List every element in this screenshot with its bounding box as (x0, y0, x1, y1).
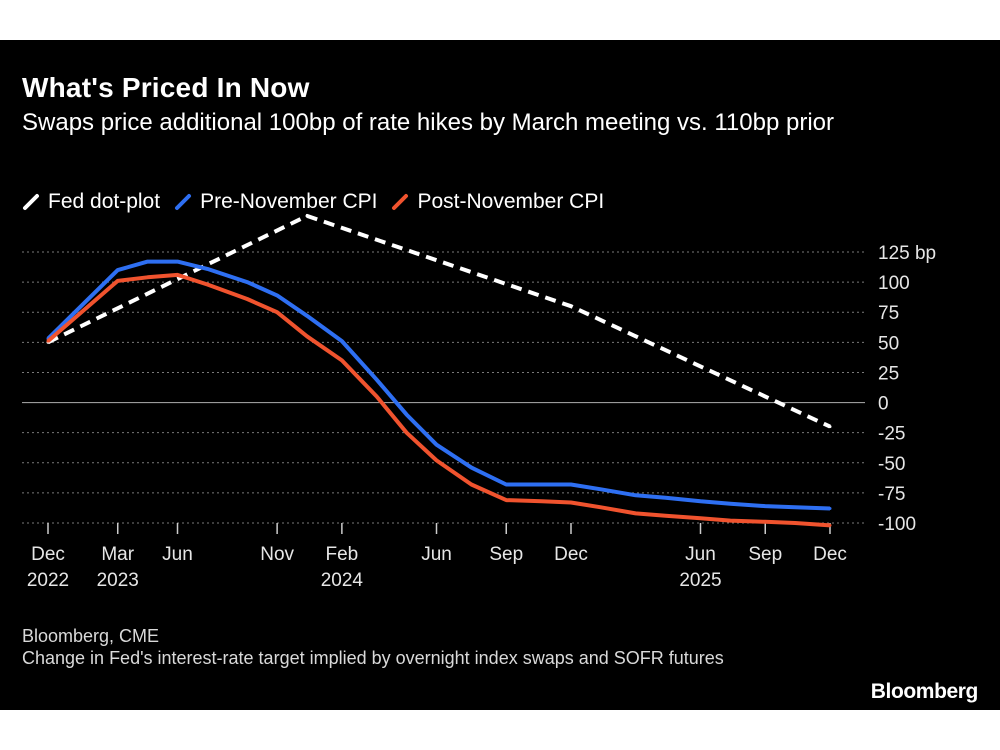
source-line: Bloomberg, CME (22, 626, 160, 646)
data-point-pre-november-cpi-2023-11-01 (275, 293, 279, 297)
data-point-pre-november-cpi-2025-12-17 (828, 507, 832, 510)
chart-subtitle: Swaps price additional 100bp of rate hik… (22, 109, 835, 136)
x-tick-year-2022: 2022 (27, 570, 69, 591)
data-point-pre-november-cpi-2024-06-12 (435, 443, 438, 447)
x-tick-label-mar-2023-03-22: Mar (101, 544, 134, 565)
x-tick-label-sep-2025-09-17: Sep (748, 544, 782, 565)
x-tick-label-sep-2024-09-18: Sep (489, 544, 523, 565)
x-tick-label-dec-2025-12-17: Dec (813, 544, 847, 565)
y-tick-label-25: -25 (878, 424, 905, 445)
data-point-pre-november-cpi-2023-06-14 (176, 260, 179, 264)
legend-item-fed-dot-plot: Fed dot-plot (22, 190, 160, 214)
data-point-post-november-cpi-2023-06-14 (176, 273, 179, 277)
y-tick-label-125-bp: 125 bp (878, 243, 936, 264)
y-tick-label-100: 100 (878, 273, 910, 294)
data-point-post-november-cpi-2025-09-17 (763, 520, 767, 524)
data-point-pre-november-cpi-2023-05-03 (146, 260, 150, 264)
series-line-pre-november-cpi (46, 259, 831, 511)
data-point-pre-november-cpi-2025-03-19 (634, 493, 638, 497)
x-tick-label-jun-2023-06-14: Jun (162, 544, 193, 565)
series-line-post-november-cpi (46, 272, 831, 528)
data-point-pre-november-cpi-2024-09-18 (504, 483, 508, 486)
y-tick-label-50: 50 (878, 333, 899, 354)
x-tick-year-2024: 2024 (321, 570, 364, 591)
data-point-post-november-cpi-2024-09-18 (504, 498, 508, 502)
data-point-post-november-cpi-2023-12-13 (305, 334, 309, 338)
data-point-post-november-cpi-2022-12-14 (46, 339, 50, 343)
legend-item-post-november-cpi: Post-November CPI (391, 190, 604, 214)
y-tick-label-100: -100 (878, 514, 916, 535)
data-point-post-november-cpi-2024-07-31 (469, 483, 473, 486)
data-point-pre-november-cpi-2024-12-18 (569, 483, 573, 486)
data-point-pre-november-cpi-2025-10-29 (793, 505, 797, 509)
data-point-fed-dot-plot-2025-12-17 (828, 425, 832, 429)
x-tick-label-jun-2024-06-12: Jun (421, 544, 452, 565)
y-tick-label-75: -75 (878, 484, 905, 505)
footnote-text: Change in Fed's interest-rate target imp… (22, 648, 724, 668)
chart-card: What's Priced In Now Swaps price additio… (0, 40, 1000, 710)
legend: Fed dot-plot Pre-November CPI Post-Novem… (22, 188, 618, 216)
data-point-post-november-cpi-2025-10-29 (793, 521, 797, 525)
data-point-pre-november-cpi-2025-06-18 (699, 499, 702, 503)
y-tick-label-50: -50 (878, 454, 905, 475)
data-point-post-november-cpi-2025-07-30 (728, 519, 732, 523)
data-point-post-november-cpi-2023-11-01 (275, 310, 279, 314)
data-point-pre-november-cpi-2023-07-26 (205, 267, 209, 271)
x-tick-label-dec-2022-12-14: Dec (31, 544, 65, 565)
data-point-pre-november-cpi-2023-12-13 (305, 314, 309, 318)
x-tick-year-2023: 2023 (97, 570, 139, 591)
data-point-pre-november-cpi-2024-05-01 (405, 413, 409, 417)
data-point-post-november-cpi-2025-06-18 (699, 516, 702, 520)
x-tick-label-feb-2024-01-31: Feb (325, 544, 358, 565)
data-point-post-november-cpi-2024-03-20 (375, 395, 379, 398)
data-point-post-november-cpi-2025-03-19 (634, 511, 638, 515)
y-tick-label-75: 75 (878, 303, 899, 324)
data-point-post-november-cpi-2023-05-03 (146, 275, 150, 279)
y-tick-label-25: 25 (878, 363, 899, 384)
x-tick-label-jun-2025-06-18: Jun (685, 544, 716, 565)
data-point-pre-november-cpi-2024-07-31 (469, 466, 473, 470)
data-point-post-november-cpi-2023-03-22 (116, 279, 120, 283)
legend-swatch-fed-dot-plot (23, 194, 39, 210)
line-chart: 125 bp 100 75 50 25 0 -25 -50 -75 -100 Dec 2022 Mar 2… (22, 213, 936, 591)
x-tick-year-2025: 2025 (679, 570, 721, 591)
data-point-pre-november-cpi-2023-03-22 (116, 268, 120, 272)
data-point-post-november-cpi-2024-11-07 (540, 499, 544, 503)
data-point-post-november-cpi-2025-01-29 (599, 505, 603, 509)
data-point-pre-november-cpi-2024-03-20 (375, 378, 379, 382)
data-point-pre-november-cpi-2025-01-29 (599, 487, 603, 491)
x-tick-label-nov-2023-11-01: Nov (260, 544, 294, 565)
data-point-pre-november-cpi-2025-07-30 (728, 502, 732, 506)
data-point-post-november-cpi-2025-04-30 (664, 514, 668, 518)
data-point-post-november-cpi-2025-12-17 (828, 523, 832, 527)
data-point-pre-november-cpi-2024-11-07 (540, 483, 544, 486)
data-point-post-november-cpi-2024-06-12 (435, 458, 438, 462)
legend-swatch-pre-november-cpi (175, 194, 192, 210)
legend-label-pre-november-cpi: Pre-November CPI (200, 190, 378, 213)
legend-item-pre-november-cpi: Pre-November CPI (174, 190, 377, 214)
data-point-post-november-cpi-2023-07-26 (205, 283, 209, 286)
y-tick-label-0: 0 (878, 394, 889, 415)
data-point-pre-november-cpi-2025-04-30 (664, 496, 668, 500)
chart-title: What's Priced In Now (22, 72, 310, 103)
data-point-pre-november-cpi-2025-09-17 (763, 504, 767, 508)
data-point-fed-dot-plot-2024-12-18 (569, 304, 573, 308)
data-point-pre-november-cpi-2024-01-31 (340, 339, 344, 343)
data-point-post-november-cpi-2024-12-18 (569, 501, 573, 504)
legend-swatch-post-november-cpi (392, 194, 409, 210)
bloomberg-logo: Bloomberg (870, 680, 979, 703)
data-point-pre-november-cpi-2023-09-20 (245, 280, 249, 284)
series-line-fed-dot-plot (47, 213, 831, 429)
data-point-post-november-cpi-2023-09-20 (245, 297, 249, 301)
data-point-post-november-cpi-2024-05-01 (405, 431, 409, 435)
data-point-fed-dot-plot-2023-12-13 (305, 214, 309, 218)
chart-footnote: Bloomberg, CME Change in Fed's interest-… (22, 625, 822, 669)
x-tick-label-dec-2024-12-18: Dec (554, 544, 588, 565)
legend-label-fed-dot-plot: Fed dot-plot (48, 190, 161, 213)
legend-label-post-november-cpi: Post-November CPI (417, 190, 605, 213)
data-point-post-november-cpi-2024-01-31 (340, 358, 344, 362)
